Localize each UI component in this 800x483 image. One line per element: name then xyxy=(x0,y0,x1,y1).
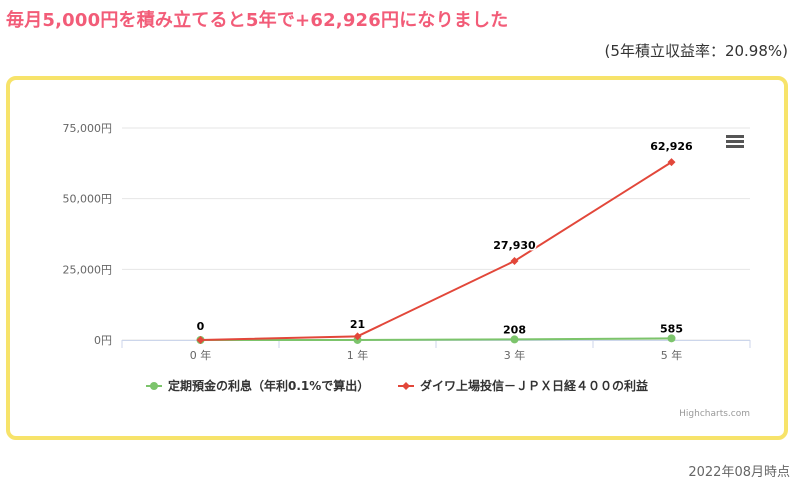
series-2-marker xyxy=(196,336,205,344)
menu-bar xyxy=(726,135,744,138)
data-label: 208 xyxy=(503,323,526,336)
series-1-marker xyxy=(667,334,676,343)
y-tick-label: 50,000円 xyxy=(63,193,113,206)
data-label: 0 xyxy=(197,320,205,333)
legend-marker xyxy=(150,382,158,390)
y-tick-label: 0円 xyxy=(94,334,112,347)
yield-subtitle: (5年積立収益率：20.98%) xyxy=(604,42,788,60)
chart-container: 0円 25,000円 50,000円 75,000円 0 年 1 年 3 年 5 年 0 21 27… xyxy=(6,76,788,440)
legend-item-1[interactable]: 定期預金の利息（年利0.1%で算出） xyxy=(168,378,369,393)
series-2-marker xyxy=(667,158,676,167)
data-label: 585 xyxy=(660,322,683,335)
legend-item-2[interactable]: ダイワ上場投信－ＪＰＸ日経４００の利益 xyxy=(420,378,648,393)
page-title: 毎月5,000円を積み立てると5年で+62,926円になりました xyxy=(6,10,509,31)
x-tick-label: 3 年 xyxy=(504,348,526,362)
as-of-date: 2022年08月時点 xyxy=(688,465,790,480)
series-line-2 xyxy=(200,161,673,341)
y-tick-label: 75,000円 xyxy=(63,122,113,135)
data-label: 27,930 xyxy=(493,239,536,252)
data-label: 62,926 xyxy=(650,140,693,153)
highcharts-credit[interactable]: Highcharts.com xyxy=(679,409,750,419)
series-2-marker xyxy=(510,257,519,266)
menu-bar xyxy=(726,145,744,148)
hamburger-menu-icon[interactable] xyxy=(726,135,744,148)
line-chart: 0円 25,000円 50,000円 75,000円 0 年 1 年 3 年 5 年 0 21 27… xyxy=(63,122,751,419)
x-tick-label: 0 年 xyxy=(190,348,212,362)
data-label: 21 xyxy=(350,318,365,331)
series-line-1 xyxy=(200,337,672,341)
x-tick-label: 1 年 xyxy=(347,348,369,362)
menu-bar xyxy=(726,140,744,143)
y-tick-label: 25,000円 xyxy=(63,263,113,276)
x-tick-label: 5 年 xyxy=(661,348,683,362)
series-2-marker xyxy=(353,332,362,341)
legend-marker xyxy=(402,382,410,390)
series-1-marker xyxy=(510,335,519,344)
